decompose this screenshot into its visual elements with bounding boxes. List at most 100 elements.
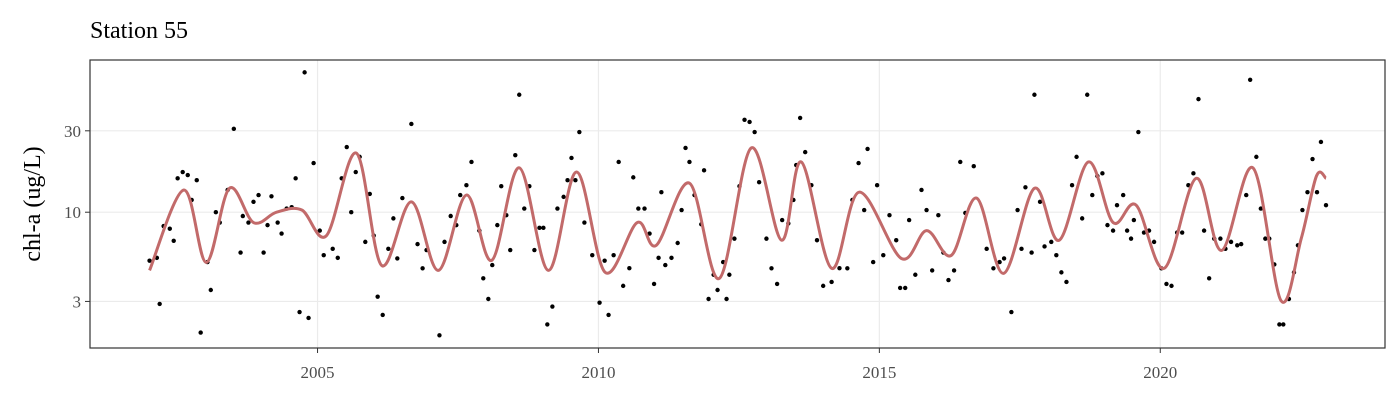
point <box>1164 281 1169 287</box>
point <box>1179 230 1185 235</box>
point <box>293 176 298 181</box>
x-tick-label: 2005 <box>301 363 335 382</box>
y-tick-label: 3 <box>73 292 82 311</box>
point <box>611 252 616 258</box>
point <box>602 258 607 263</box>
point <box>1029 250 1034 255</box>
point <box>167 226 172 231</box>
point <box>1069 182 1075 188</box>
point <box>550 304 555 309</box>
point <box>185 172 190 178</box>
point <box>391 216 396 221</box>
point <box>856 160 861 166</box>
point <box>881 252 886 258</box>
point <box>1105 222 1110 228</box>
point <box>1124 228 1130 233</box>
point <box>1169 283 1174 289</box>
point <box>1042 244 1047 249</box>
point <box>727 272 732 277</box>
point <box>651 281 657 287</box>
point <box>687 159 692 165</box>
point <box>903 285 908 291</box>
point <box>1120 192 1126 198</box>
point <box>747 119 752 125</box>
point <box>631 175 636 180</box>
point <box>924 207 929 213</box>
point <box>375 294 380 299</box>
point <box>1009 309 1014 315</box>
point <box>1023 185 1028 190</box>
point <box>555 206 560 211</box>
point <box>246 220 251 225</box>
point <box>958 159 963 165</box>
point <box>415 241 420 247</box>
point <box>642 206 647 211</box>
point <box>865 146 870 152</box>
point <box>984 246 989 252</box>
point <box>269 194 274 199</box>
y-tick-label: 10 <box>64 203 81 222</box>
point <box>1037 199 1043 205</box>
point <box>997 259 1002 265</box>
point <box>569 155 574 161</box>
point <box>490 262 495 268</box>
point <box>616 159 621 165</box>
point <box>448 213 453 219</box>
y-tick-label: 30 <box>64 122 81 141</box>
point <box>537 225 542 231</box>
point <box>409 121 414 127</box>
point <box>311 160 316 166</box>
x-tick-label: 2010 <box>581 363 615 382</box>
point <box>335 255 340 261</box>
point <box>180 169 185 175</box>
point <box>256 192 261 198</box>
point <box>1263 236 1268 241</box>
point <box>752 129 757 135</box>
point <box>437 333 442 338</box>
point <box>897 285 903 291</box>
point <box>1049 239 1054 245</box>
point <box>597 300 602 305</box>
point <box>913 272 918 277</box>
point <box>400 195 405 201</box>
point <box>1318 139 1324 145</box>
point <box>513 152 518 158</box>
point <box>573 178 578 183</box>
point <box>1074 154 1079 160</box>
point <box>656 255 661 261</box>
point <box>769 266 774 271</box>
point <box>1206 276 1212 281</box>
point <box>458 192 463 198</box>
point <box>1136 129 1141 135</box>
point <box>1151 239 1157 245</box>
point <box>1228 239 1234 245</box>
point <box>894 238 899 243</box>
point <box>238 250 243 255</box>
point <box>1114 202 1120 208</box>
point <box>1100 171 1105 176</box>
point <box>1032 92 1037 97</box>
point <box>991 266 996 271</box>
point <box>565 178 570 183</box>
point <box>508 247 513 253</box>
point <box>464 182 469 188</box>
point <box>582 220 587 225</box>
point <box>1196 96 1201 102</box>
point <box>1310 156 1315 162</box>
point <box>532 247 537 253</box>
point <box>495 222 500 228</box>
point <box>1110 228 1116 233</box>
point <box>1300 207 1305 213</box>
point <box>330 246 335 252</box>
point <box>344 144 349 150</box>
point <box>302 70 307 75</box>
point <box>906 217 912 223</box>
point <box>1238 241 1244 247</box>
point <box>395 256 400 261</box>
point <box>297 309 302 315</box>
point <box>701 168 707 173</box>
point <box>1054 252 1059 258</box>
grid <box>90 60 1385 348</box>
point <box>627 265 632 271</box>
